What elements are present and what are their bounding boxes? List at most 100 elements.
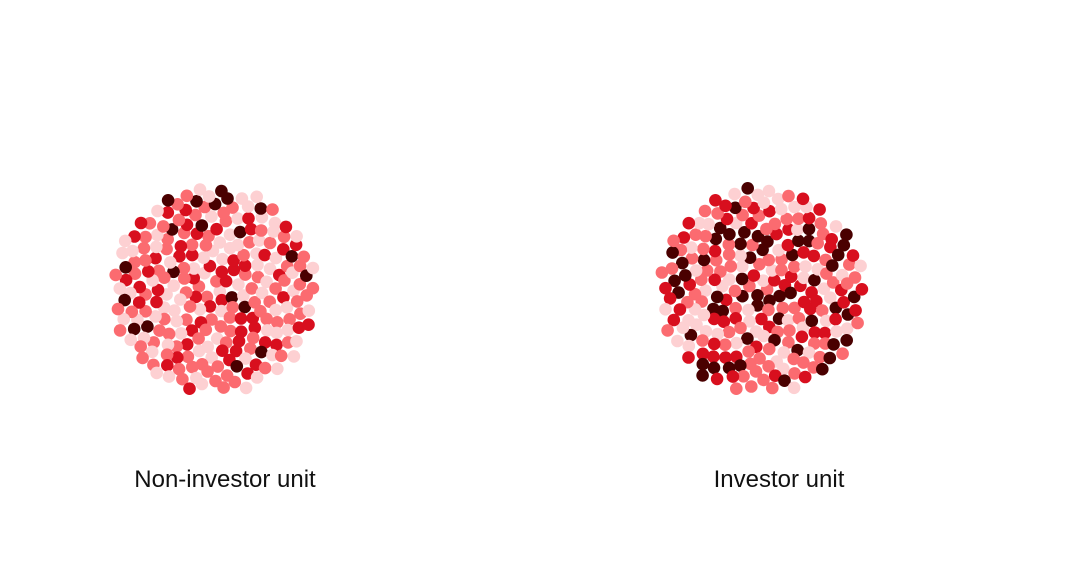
dot bbox=[238, 300, 252, 314]
dot bbox=[227, 263, 241, 277]
dot bbox=[186, 360, 199, 374]
dot bbox=[700, 264, 714, 277]
dot bbox=[776, 301, 790, 315]
dot bbox=[814, 217, 828, 230]
dot bbox=[667, 313, 681, 327]
dot bbox=[775, 263, 788, 277]
dot bbox=[132, 296, 146, 309]
dot bbox=[741, 182, 754, 195]
dot bbox=[174, 293, 187, 306]
dot bbox=[215, 304, 228, 318]
dot bbox=[244, 342, 257, 355]
dot bbox=[729, 312, 742, 325]
dot bbox=[124, 333, 137, 347]
dot bbox=[788, 367, 801, 380]
dot bbox=[268, 216, 282, 230]
dot bbox=[818, 326, 832, 340]
dot bbox=[150, 240, 163, 254]
dot bbox=[113, 282, 127, 295]
dot bbox=[266, 203, 279, 216]
dot bbox=[279, 220, 293, 234]
dot bbox=[773, 289, 786, 303]
dot bbox=[685, 241, 698, 254]
dot bbox=[780, 212, 793, 226]
dot bbox=[796, 192, 810, 206]
dot bbox=[293, 278, 307, 291]
dot bbox=[178, 272, 191, 285]
dot bbox=[813, 350, 827, 364]
dot bbox=[199, 323, 213, 337]
dot bbox=[708, 244, 722, 258]
dot bbox=[677, 231, 691, 244]
dot bbox=[777, 346, 791, 359]
dot bbox=[766, 381, 779, 395]
dot bbox=[805, 314, 819, 328]
dot bbox=[171, 198, 184, 211]
dot bbox=[735, 260, 749, 273]
dot bbox=[223, 228, 237, 241]
dot bbox=[278, 274, 291, 287]
dot bbox=[813, 203, 826, 216]
dot bbox=[697, 253, 711, 267]
dot bbox=[676, 256, 689, 270]
dot bbox=[728, 187, 741, 201]
dot bbox=[269, 282, 282, 295]
dot bbox=[770, 227, 783, 241]
dot bbox=[170, 314, 183, 328]
dot bbox=[829, 220, 843, 233]
dot bbox=[765, 264, 779, 277]
group-label-non-investor: Non-investor unit bbox=[134, 466, 316, 493]
dot bbox=[762, 253, 775, 267]
dot bbox=[174, 327, 188, 340]
dot bbox=[720, 212, 734, 226]
dot bbox=[151, 204, 164, 218]
dot bbox=[153, 324, 166, 337]
dot bbox=[128, 267, 142, 281]
dot bbox=[782, 223, 795, 236]
dot bbox=[782, 189, 795, 203]
dot bbox=[762, 342, 776, 356]
dot bbox=[250, 371, 264, 384]
dot bbox=[234, 325, 248, 339]
dot bbox=[679, 269, 692, 282]
dot bbox=[160, 242, 173, 256]
dot bbox=[751, 229, 765, 243]
dot bbox=[784, 286, 797, 300]
dot bbox=[719, 199, 732, 213]
dot bbox=[810, 294, 823, 308]
group-label-investor: Investor unit bbox=[713, 466, 845, 493]
dot bbox=[757, 274, 770, 288]
dot bbox=[788, 301, 801, 315]
dot bbox=[192, 332, 205, 345]
dot bbox=[243, 236, 256, 249]
dot bbox=[661, 324, 674, 337]
dot bbox=[292, 321, 306, 335]
dot bbox=[792, 212, 805, 225]
dot bbox=[187, 271, 200, 285]
dot bbox=[829, 312, 842, 326]
dot bbox=[172, 213, 186, 227]
dot bbox=[737, 370, 750, 383]
dot bbox=[738, 226, 751, 239]
dot bbox=[786, 248, 799, 262]
dot bbox=[797, 246, 810, 259]
dot bbox=[826, 259, 839, 272]
dot bbox=[827, 338, 840, 351]
dot bbox=[162, 370, 176, 383]
dot bbox=[195, 377, 209, 391]
dot bbox=[290, 335, 303, 348]
dot bbox=[116, 246, 129, 260]
dot bbox=[830, 325, 843, 338]
dot bbox=[771, 192, 785, 206]
dot bbox=[215, 293, 229, 307]
dot bbox=[791, 223, 804, 236]
dot bbox=[659, 303, 672, 316]
dot bbox=[270, 326, 284, 340]
dot bbox=[826, 276, 840, 289]
dot bbox=[125, 305, 139, 319]
dot bbox=[271, 362, 284, 376]
dot bbox=[831, 248, 845, 262]
dot bbox=[699, 284, 712, 297]
dot bbox=[783, 324, 796, 337]
dot bbox=[202, 190, 216, 203]
